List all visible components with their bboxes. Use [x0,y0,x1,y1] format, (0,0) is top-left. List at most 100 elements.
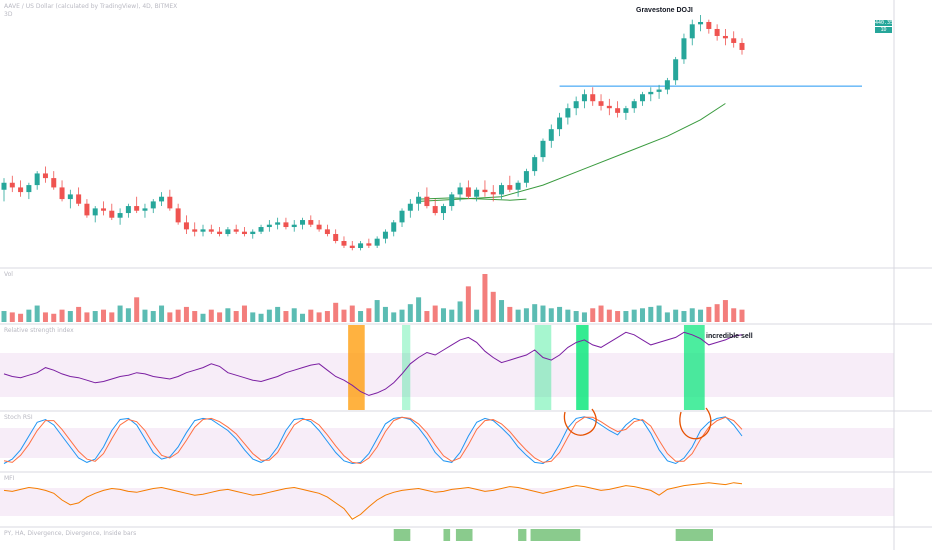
volume-bar [631,309,637,322]
candle-body [300,220,306,225]
candles-group [1,15,745,251]
volume-bar [615,311,621,322]
gravestone-annotation: Gravestone DOJI [636,7,693,14]
volume-bar [557,306,563,322]
volume-bar [300,313,306,322]
volume-bar [92,311,98,322]
volume-bar [648,306,654,322]
volume-bar [565,309,571,322]
volume-bar [192,311,198,322]
volume-bar [606,309,612,322]
highlight-band [534,325,552,410]
candle-body [490,192,496,195]
volume-bar [449,309,455,322]
volume-bar [324,311,330,322]
volume-bar [681,311,687,322]
volume-bar [623,311,629,322]
bottom-label: PY, HA, Divergence, Divergence, Inside b… [4,530,137,537]
volume-bar [200,313,206,322]
volume-bar [656,305,662,322]
candle-body [233,229,239,232]
candle-body [34,173,40,186]
candle-body [125,206,131,214]
volume-bar [474,309,480,322]
candle-body [183,222,189,230]
volume-bar [125,308,131,322]
stoch-band [0,428,894,458]
volume-bar [598,305,604,322]
candle-body [1,182,7,190]
candle-body [407,203,413,211]
volume-bar [42,312,48,322]
volume-bar [490,291,496,322]
candle-body [67,194,73,200]
volume-bar [217,312,223,322]
candle-body [482,189,488,193]
candle-body [9,182,15,188]
candle-body [424,196,430,207]
candle-body [109,210,115,218]
volume-bar [349,305,355,322]
candle-body [341,241,347,246]
volume-bar [159,305,165,322]
volume-bar [664,312,670,322]
volume-bar [540,305,546,322]
moving-average-group [418,103,726,202]
candle-body [374,238,380,246]
candle-body [324,229,330,235]
candle-body [117,213,123,218]
candle-body [134,206,140,211]
candle-body [217,231,223,235]
candle-body [515,182,521,190]
mfi-band [0,488,894,516]
candle-body [358,243,364,248]
candle-body [457,187,463,195]
inside-bar-block [530,529,581,541]
candle-body [349,245,355,248]
volume-bar [731,308,737,322]
volume-bar [266,309,272,322]
highlight-band [402,325,411,410]
chart-interval: 3D [4,11,13,18]
rsi-label: Relative strength index [4,327,74,334]
circle-annotation-2 [679,407,712,440]
highlight-group [348,325,705,410]
candle-body [590,94,596,102]
candle-body [275,222,281,225]
volume-bar [548,308,554,322]
volume-bar [183,306,189,322]
volume-bar [573,311,579,322]
candle-body [42,173,48,179]
volume-bar [117,305,123,322]
volume-bar [208,309,214,322]
candle-body [606,105,612,109]
candle-body [631,101,637,109]
candle-body [391,222,397,232]
pane-backgrounds [0,353,894,516]
volume-bar [440,308,446,322]
volume-bar [374,300,380,322]
volume-bar [382,306,388,322]
rsi-band [0,353,894,397]
candle-body [673,59,679,81]
volume-bar [109,312,115,322]
volume-bar [291,308,297,322]
volume-bar [225,308,231,322]
volume-bar [250,312,256,322]
candle-body [225,229,231,235]
volume-bar [590,308,596,322]
volume-bar [341,309,347,322]
candle-body [208,229,214,232]
volume-bars-group [1,274,745,322]
volume-bar [59,309,65,322]
volume-bar [241,305,247,322]
volume-bar [9,312,15,322]
volume-bar [407,304,413,322]
ma-pre-segment [418,197,527,201]
candle-body [150,201,156,209]
candle-body [648,91,654,95]
volume-bar [532,304,538,322]
volume-bar [358,311,364,322]
candle-body [175,208,181,223]
